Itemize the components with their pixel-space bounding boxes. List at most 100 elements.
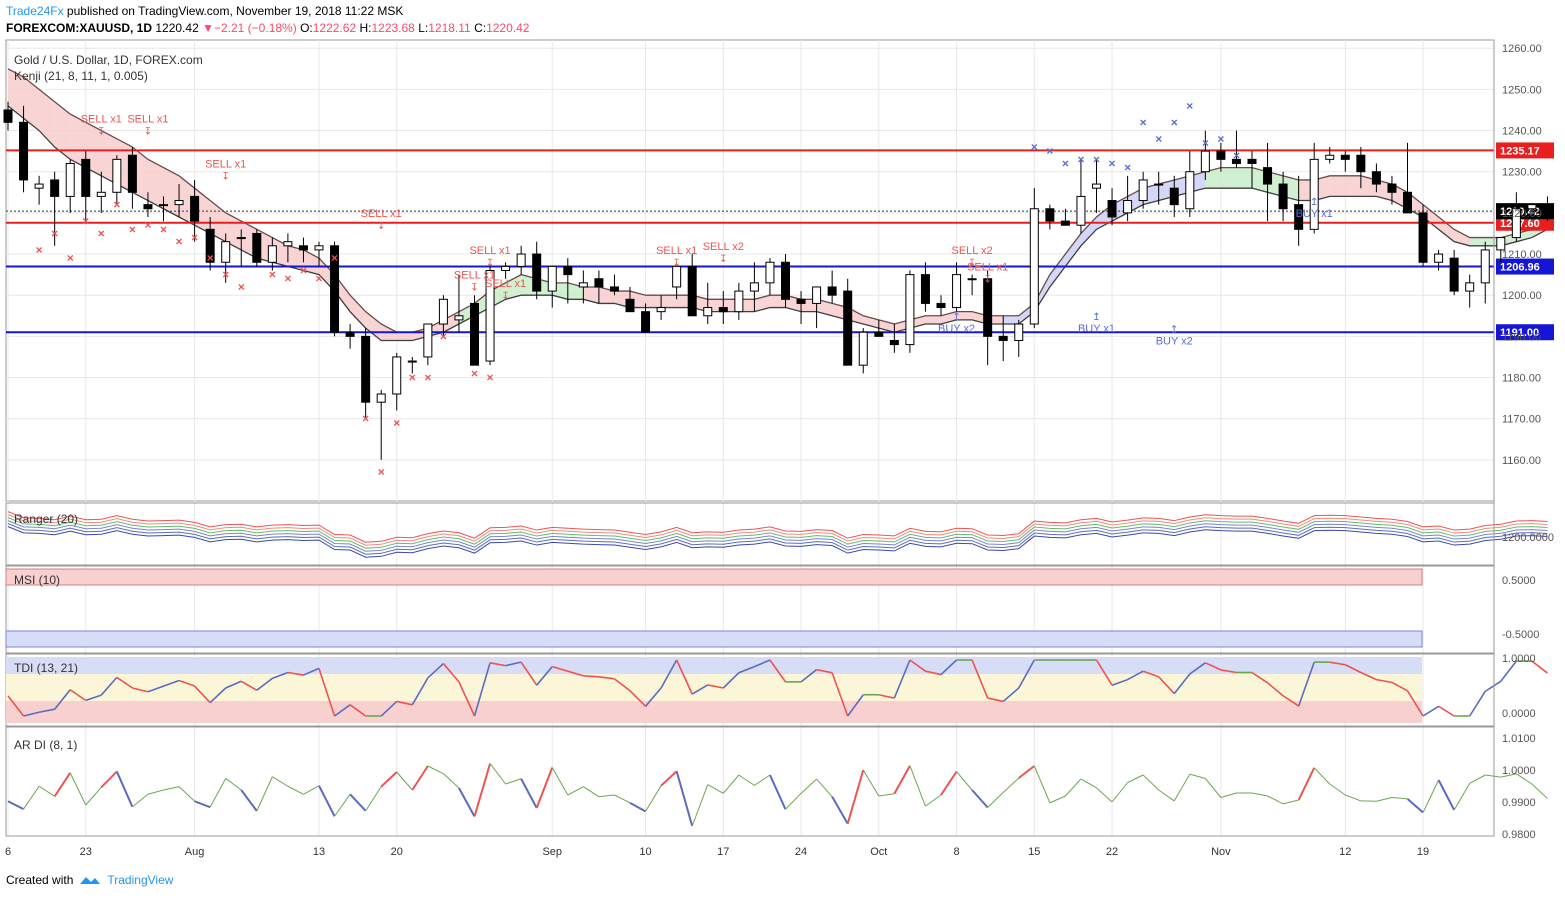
- ardi-segment: [53, 772, 72, 797]
- ranger-line: [7, 520, 1548, 552]
- candle-body: [858, 331, 868, 366]
- tdi-segment: [831, 672, 849, 717]
- candle-body: [781, 261, 790, 300]
- candle-body: [1107, 200, 1117, 218]
- ardi-segment: [1158, 789, 1175, 802]
- candle-body: [672, 265, 682, 288]
- tdi-segment: [707, 684, 724, 689]
- publisher-name[interactable]: Trade24Fx: [6, 4, 64, 18]
- candle-body: [96, 191, 106, 197]
- candle-body: [1542, 204, 1552, 214]
- ardi-segment: [987, 792, 1004, 808]
- candle-body: [470, 302, 479, 366]
- ardi-segment: [1065, 778, 1082, 797]
- signal-x-marker: ×: [1186, 99, 1193, 113]
- candle-body: [1480, 249, 1490, 284]
- y-tick-label: 1180.00: [1502, 373, 1541, 385]
- signal-x-marker: ×: [362, 412, 369, 426]
- low-value: 1218.11: [428, 21, 471, 35]
- signal-x-marker: ×: [269, 268, 276, 282]
- ardi-segment: [862, 769, 880, 797]
- signal-x-marker: ×: [238, 280, 245, 294]
- footer: Created with TradingView: [6, 873, 173, 887]
- tdi-segment: [505, 661, 522, 667]
- ardi-segment: [893, 765, 911, 795]
- tdi-segment: [722, 672, 740, 689]
- ardi-tick: 0.9900: [1502, 797, 1536, 809]
- ardi-segment: [85, 786, 102, 806]
- signal-x-marker: ×: [82, 214, 89, 228]
- candle-body: [190, 195, 200, 222]
- ardi-segment: [505, 778, 522, 785]
- tdi-segment: [1500, 660, 1517, 682]
- price-change: −2.21 (−0.18%): [213, 21, 297, 35]
- ardi-segment: [1018, 765, 1035, 779]
- x-tick-label: 13: [313, 846, 325, 858]
- ardi-segment: [785, 792, 802, 810]
- tdi-segment: [85, 694, 102, 702]
- ardi-segment: [1422, 779, 1440, 813]
- ardi-tick: 1.0000: [1502, 765, 1536, 777]
- candle-body: [1060, 220, 1070, 226]
- tdi-segment: [613, 678, 631, 692]
- candle-body: [252, 232, 262, 263]
- candle-body: [1294, 204, 1304, 230]
- ranger-line: [7, 523, 1548, 555]
- candle-body: [221, 241, 231, 263]
- level-tag: [1496, 258, 1554, 275]
- tdi-segment: [1360, 671, 1377, 681]
- tdi-segment: [240, 680, 258, 691]
- candle-body: [718, 307, 728, 313]
- candle-body: [345, 331, 355, 337]
- tdi-segment: [1002, 687, 1020, 703]
- signal-x-marker: ×: [176, 235, 183, 249]
- kenji-band-segment: [1438, 216, 1455, 242]
- signal-x-marker: ×: [191, 231, 198, 245]
- ardi-segment: [598, 794, 615, 798]
- tdi-tick: 0.0000: [1502, 708, 1536, 720]
- tdi-segment: [738, 665, 755, 674]
- level-label: 1206.96: [1500, 262, 1540, 274]
- ardi-segment: [115, 771, 134, 808]
- ardi-segment: [194, 800, 211, 809]
- kenji-band-segment: [1049, 254, 1066, 287]
- msi-lower-zone: [5, 630, 1423, 648]
- signal-x-marker: ×: [1217, 132, 1224, 146]
- tdi-segment: [909, 659, 926, 672]
- candle-body: [1092, 183, 1101, 189]
- ardi-segment: [567, 786, 584, 796]
- candle-body: [1527, 204, 1537, 210]
- signal-x-marker: ×: [1031, 140, 1038, 154]
- publisher-line: Trade24Fx published on TradingView.com, …: [6, 4, 403, 18]
- signal-x-marker: ×: [98, 226, 105, 240]
- tdi-segment: [1220, 669, 1237, 674]
- candle-body: [1263, 167, 1273, 185]
- created-with-text: Created with: [6, 873, 74, 887]
- candle-body: [609, 286, 619, 292]
- signal-x-marker: ×: [51, 226, 58, 240]
- candle-body: [1511, 208, 1521, 239]
- tdi-segment: [256, 677, 273, 691]
- tdi-segment: [132, 687, 149, 693]
- candle-body: [1200, 150, 1210, 173]
- ardi-segment: [629, 801, 647, 813]
- ardi-segment: [1142, 774, 1160, 791]
- ardi-segment: [1485, 774, 1501, 778]
- ranger-line: [7, 511, 1548, 543]
- tdi-segment: [971, 659, 989, 699]
- x-tick-label: Aug: [185, 846, 205, 858]
- tdi-segment: [380, 700, 398, 717]
- ardi-segment: [691, 784, 709, 827]
- tdi-title: TDI (13, 21): [14, 661, 78, 675]
- tdi-segment: [1127, 670, 1144, 681]
- candle-body: [843, 290, 853, 366]
- tradingview-brand[interactable]: TradingView: [107, 873, 174, 887]
- ardi-segment: [1251, 792, 1268, 797]
- ardi-segment: [769, 774, 787, 810]
- msi-tick: -0.5000: [1502, 629, 1539, 641]
- kenji-band-segment: [925, 315, 941, 325]
- candle-body: [438, 298, 448, 325]
- tdi-segment: [1391, 681, 1408, 692]
- candle-body: [796, 298, 806, 304]
